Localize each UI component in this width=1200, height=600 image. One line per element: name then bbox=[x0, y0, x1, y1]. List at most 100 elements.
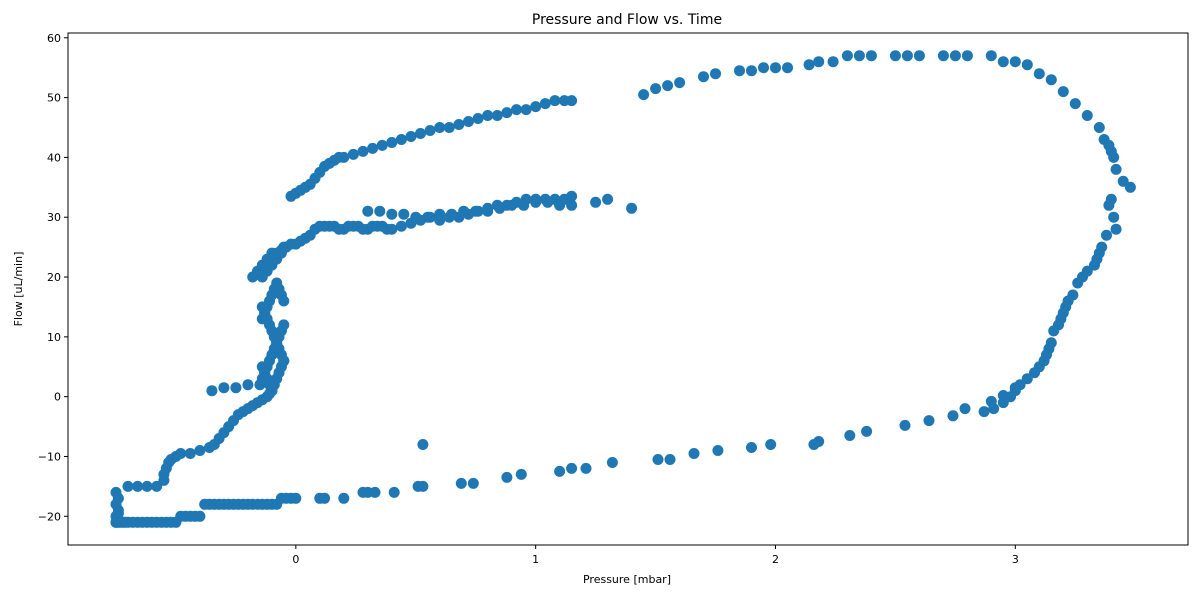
data-point bbox=[367, 142, 379, 154]
data-point bbox=[841, 50, 853, 62]
data-point bbox=[539, 98, 551, 110]
data-point bbox=[813, 56, 825, 68]
data-point bbox=[132, 480, 144, 492]
data-point bbox=[1021, 59, 1033, 71]
data-point bbox=[813, 436, 825, 447]
data-point bbox=[602, 193, 614, 205]
data-point bbox=[1108, 211, 1120, 223]
plot-frame bbox=[67, 32, 1189, 546]
data-point bbox=[782, 62, 793, 74]
data-point bbox=[844, 430, 856, 441]
data-points bbox=[110, 50, 1136, 528]
data-point bbox=[1103, 199, 1115, 211]
data-point bbox=[398, 208, 410, 220]
data-point bbox=[347, 148, 359, 160]
data-point bbox=[122, 480, 134, 492]
data-point bbox=[206, 385, 218, 397]
data-point bbox=[357, 145, 369, 157]
y-tick-label: −20 bbox=[38, 510, 61, 523]
data-point bbox=[650, 83, 662, 95]
data-point bbox=[184, 448, 196, 459]
data-point bbox=[566, 190, 578, 202]
data-point bbox=[638, 89, 650, 101]
data-point bbox=[518, 199, 530, 211]
data-point bbox=[415, 128, 426, 139]
data-point bbox=[151, 480, 163, 492]
data-point bbox=[395, 220, 407, 232]
data-point bbox=[530, 196, 542, 208]
data-point bbox=[746, 442, 757, 453]
data-point bbox=[278, 319, 290, 331]
data-point bbox=[827, 56, 839, 68]
x-tick-label: 0 bbox=[292, 553, 299, 566]
data-point bbox=[1110, 223, 1122, 235]
data-point bbox=[988, 403, 1000, 415]
data-point bbox=[688, 448, 700, 459]
data-point bbox=[566, 462, 578, 474]
data-point bbox=[470, 205, 482, 217]
data-point bbox=[422, 211, 434, 223]
data-point bbox=[590, 196, 602, 208]
data-point bbox=[515, 468, 527, 480]
data-point bbox=[319, 492, 331, 504]
data-point bbox=[386, 208, 398, 220]
data-point bbox=[913, 50, 925, 62]
data-point bbox=[520, 104, 532, 116]
data-point bbox=[662, 80, 674, 92]
data-point bbox=[491, 110, 503, 121]
data-point bbox=[194, 445, 206, 456]
data-point bbox=[937, 50, 949, 62]
data-point bbox=[1029, 367, 1040, 379]
data-point bbox=[710, 68, 721, 80]
data-point bbox=[458, 205, 470, 217]
data-point bbox=[530, 101, 542, 113]
data-point bbox=[580, 462, 592, 474]
y-axis: −20 −10 0 10 20 30 40 50 60 bbox=[38, 32, 68, 523]
data-point bbox=[374, 205, 386, 217]
data-point bbox=[765, 439, 777, 450]
data-point bbox=[712, 445, 724, 456]
data-point bbox=[1021, 373, 1033, 385]
data-point bbox=[218, 382, 230, 394]
data-point bbox=[626, 202, 638, 214]
x-axis-label: Pressure [mbar] bbox=[583, 573, 671, 586]
data-point bbox=[566, 199, 578, 211]
data-point bbox=[455, 477, 467, 489]
data-point bbox=[899, 419, 911, 431]
y-tick-label: 10 bbox=[47, 331, 61, 344]
data-point bbox=[501, 471, 513, 483]
data-point bbox=[1072, 277, 1084, 289]
data-point bbox=[376, 139, 388, 151]
data-point bbox=[482, 205, 494, 217]
data-point bbox=[362, 205, 374, 217]
data-point bbox=[386, 223, 398, 235]
data-point bbox=[549, 95, 561, 107]
data-point bbox=[443, 122, 455, 133]
data-point bbox=[290, 492, 302, 504]
data-point bbox=[1089, 259, 1100, 271]
data-point bbox=[1045, 74, 1057, 86]
data-point bbox=[861, 425, 873, 437]
data-point bbox=[606, 457, 618, 468]
data-point bbox=[417, 480, 429, 492]
x-tick-label: 1 bbox=[532, 553, 539, 566]
x-tick-label: 3 bbox=[1012, 553, 1019, 566]
data-point bbox=[1108, 151, 1120, 163]
data-point bbox=[674, 77, 686, 89]
data-point bbox=[1048, 325, 1060, 337]
x-tick-label: 2 bbox=[772, 553, 779, 566]
data-point bbox=[112, 507, 124, 519]
data-point bbox=[997, 397, 1009, 409]
data-point bbox=[770, 62, 781, 74]
data-point bbox=[230, 382, 242, 394]
y-tick-label: 40 bbox=[47, 151, 61, 164]
data-point bbox=[511, 104, 522, 116]
data-point bbox=[369, 486, 381, 498]
y-tick-label: 60 bbox=[47, 32, 61, 45]
data-point bbox=[388, 486, 400, 498]
data-point bbox=[417, 439, 429, 450]
data-point bbox=[1033, 68, 1045, 80]
data-point bbox=[566, 95, 578, 107]
data-point bbox=[949, 50, 961, 62]
